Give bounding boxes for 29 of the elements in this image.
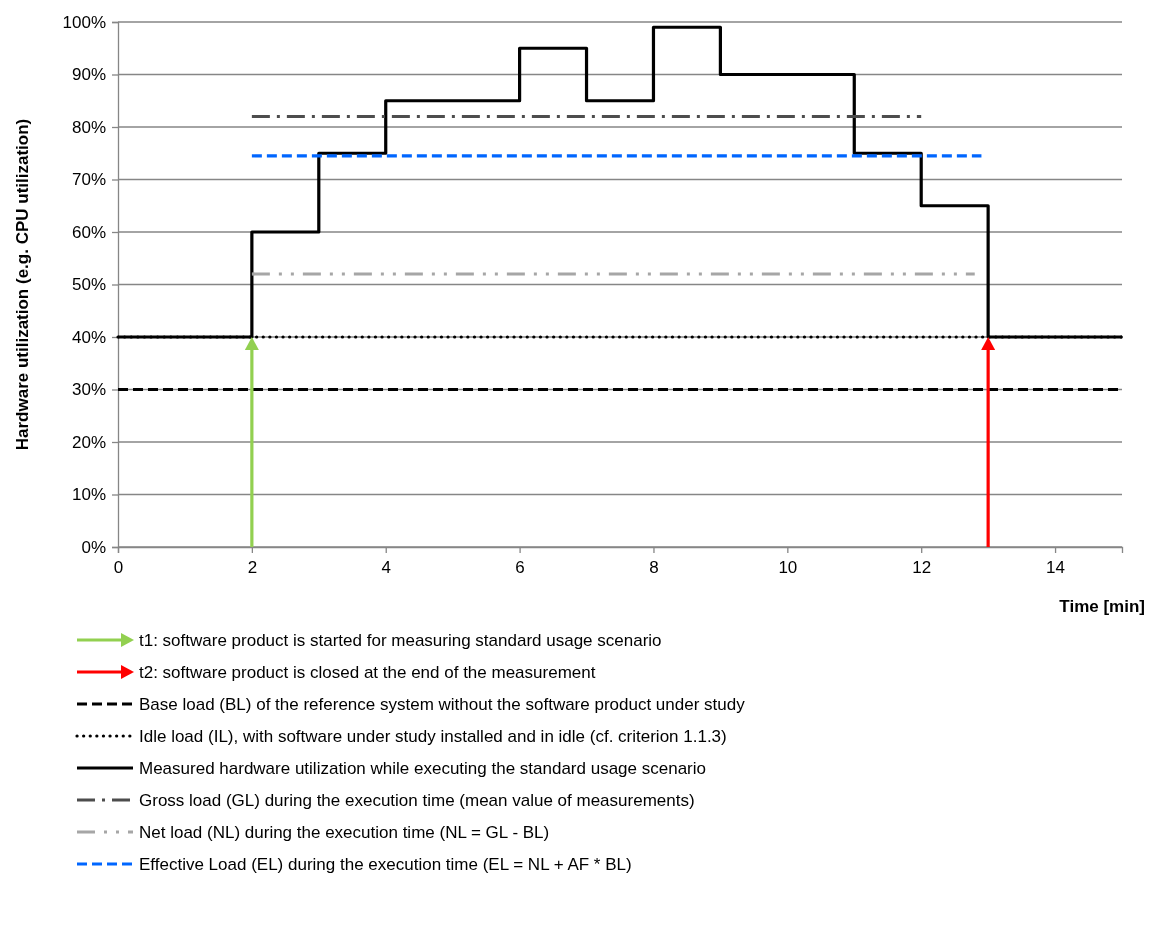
x-tick-label: 10 xyxy=(778,558,798,578)
legend-label: t1: software product is started for measuring standard usage scenario xyxy=(139,631,662,650)
x-tick-label: 0 xyxy=(113,558,124,578)
legend-label: Gross load (GL) during the execution time (mean value of measurements) xyxy=(139,791,695,810)
x-tick-label: 4 xyxy=(381,558,391,578)
y-tick-label: 80% xyxy=(71,117,106,137)
x-tick-label: 2 xyxy=(247,558,258,578)
legend-label: Measured hardware utilization while executing the standard usage scenario xyxy=(139,759,707,778)
legend-label: t2: software product is closed at the end of the measurement xyxy=(139,663,596,682)
y-tick-label: 0% xyxy=(81,537,106,557)
y-tick-label: 40% xyxy=(71,327,106,347)
x-tick-label: 14 xyxy=(1046,558,1066,578)
legend-label: Base load (BL) of the reference system without the software product under study xyxy=(139,695,746,714)
y-tick-label: 60% xyxy=(71,222,106,242)
y-tick-label: 30% xyxy=(71,380,106,400)
legend-label: Idle load (IL), with software under study installed and in idle (cf. criterion 1.1.3) xyxy=(139,727,727,746)
x-axis-title: Time [min] xyxy=(1059,597,1145,616)
x-tick-label: 6 xyxy=(515,558,525,578)
legend-label: Effective Load (EL) during the execution time (EL = NL + AF * BL) xyxy=(139,855,632,874)
y-tick-label: 50% xyxy=(71,275,106,295)
legend-label: Net load (NL) during the execution time (NL = GL - BL) xyxy=(139,823,550,842)
y-tick-label: 70% xyxy=(71,170,106,190)
y-tick-label: 100% xyxy=(62,12,106,32)
y-tick-label: 90% xyxy=(71,65,106,85)
x-tick-label: 12 xyxy=(912,558,932,578)
y-tick-label: 10% xyxy=(71,485,106,505)
x-tick-label: 8 xyxy=(649,558,659,578)
y-axis-title: Hardware utilization (e.g. CPU utilization) xyxy=(13,118,32,451)
y-tick-label: 20% xyxy=(71,432,106,452)
